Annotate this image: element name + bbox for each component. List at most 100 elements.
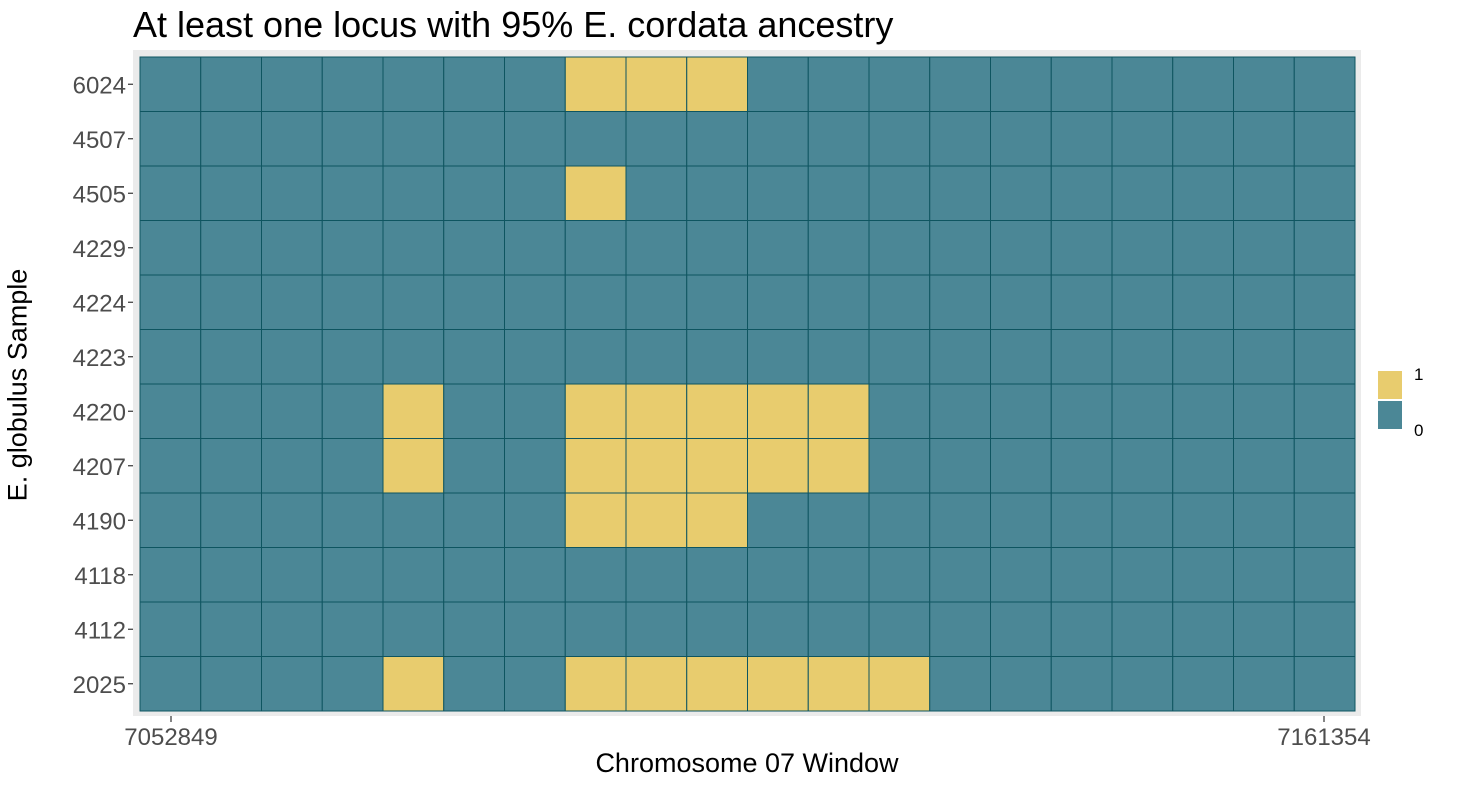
heatmap-cell-4229-6 <box>504 220 566 276</box>
heatmap-cell-2025-2 <box>261 656 323 712</box>
heatmap-cell-4224-8 <box>625 274 688 330</box>
heatmap-cell-2025-11 <box>807 656 870 712</box>
heatmap-cell-6024-11 <box>807 56 870 112</box>
heatmap-cell-4118-14 <box>990 547 1052 603</box>
heatmap-cell-4207-4 <box>382 438 445 494</box>
heatmap-cell-2025-5 <box>443 656 505 712</box>
heatmap-cell-4229-14 <box>990 220 1052 276</box>
heatmap-cell-4220-17 <box>1172 383 1234 439</box>
heatmap-cell-4190-11 <box>807 492 870 548</box>
heatmap-cell-4207-11 <box>807 438 870 494</box>
heatmap-cell-2025-6 <box>504 656 566 712</box>
heatmap-cell-4207-8 <box>625 438 688 494</box>
heatmap-cell-4507-15 <box>1050 111 1113 167</box>
heatmap-cell-4190-10 <box>747 492 809 548</box>
heatmap-cell-4190-19 <box>1293 492 1356 548</box>
heatmap-cell-4505-11 <box>807 165 870 221</box>
heatmap-cell-4118-16 <box>1111 547 1174 603</box>
heatmap-cell-4229-8 <box>625 220 688 276</box>
heatmap-cell-4223-5 <box>443 329 505 385</box>
heatmap-cell-4223-16 <box>1111 329 1174 385</box>
legend-label-0: 0 <box>1414 421 1424 440</box>
heatmap-cell-4207-0 <box>139 438 202 494</box>
heatmap-cell-4207-6 <box>504 438 566 494</box>
heatmap-cell-4220-16 <box>1111 383 1174 439</box>
heatmap-cell-2025-17 <box>1172 656 1234 712</box>
heatmap-cell-4190-0 <box>139 492 202 548</box>
heatmap-cell-4229-15 <box>1050 220 1113 276</box>
heatmap-cell-4223-19 <box>1293 329 1356 385</box>
heatmap-cell-4190-5 <box>443 492 505 548</box>
heatmap-cell-6024-17 <box>1172 56 1234 112</box>
heatmap-cell-4229-5 <box>443 220 505 276</box>
heatmap-cell-6024-7 <box>564 56 627 112</box>
heatmap-cell-4118-12 <box>868 547 931 603</box>
heatmap-cell-4223-6 <box>504 329 566 385</box>
heatmap-cell-4224-4 <box>382 274 445 330</box>
heatmap-cell-4190-6 <box>504 492 566 548</box>
heatmap-cell-4118-0 <box>139 547 202 603</box>
heatmap-cell-4224-12 <box>868 274 931 330</box>
heatmap-cell-4229-4 <box>382 220 445 276</box>
heatmap-cell-4223-4 <box>382 329 445 385</box>
y-tick-label-4112: 4112 <box>74 617 126 644</box>
heatmap-cell-4229-17 <box>1172 220 1234 276</box>
heatmap-cell-4112-6 <box>504 601 566 657</box>
heatmap-cell-4220-19 <box>1293 383 1356 439</box>
heatmap-cell-4220-15 <box>1050 383 1113 439</box>
heatmap-cell-4190-4 <box>382 492 445 548</box>
y-tick-label-4224: 4224 <box>73 290 126 317</box>
heatmap-cell-2025-15 <box>1050 656 1113 712</box>
heatmap-cell-4505-5 <box>443 165 505 221</box>
heatmap-cell-6024-8 <box>625 56 688 112</box>
heatmap-cell-4507-11 <box>807 111 870 167</box>
heatmap-cell-4220-6 <box>504 383 566 439</box>
heatmap-cell-4505-16 <box>1111 165 1174 221</box>
heatmap-cell-6024-14 <box>990 56 1052 112</box>
heatmap-cell-4207-17 <box>1172 438 1234 494</box>
heatmap-cell-4207-15 <box>1050 438 1113 494</box>
heatmap-cell-4224-11 <box>807 274 870 330</box>
heatmap-cell-4505-0 <box>139 165 202 221</box>
x-axis: 7052849 7161354 <box>124 716 1371 751</box>
heatmap-cell-4507-4 <box>382 111 445 167</box>
heatmap-cell-4507-14 <box>990 111 1052 167</box>
heatmap-cell-4112-14 <box>990 601 1052 657</box>
heatmap-cell-6024-6 <box>504 56 566 112</box>
heatmap-cell-4207-7 <box>564 438 627 494</box>
heatmap-cell-4220-11 <box>807 383 870 439</box>
heatmap-cell-4112-13 <box>929 601 991 657</box>
heatmap-cell-4220-7 <box>564 383 627 439</box>
heatmap-cell-2025-0 <box>139 656 202 712</box>
heatmap-cell-4190-17 <box>1172 492 1234 548</box>
heatmap-cell-4505-19 <box>1293 165 1356 221</box>
heatmap-cell-4224-10 <box>747 274 809 330</box>
y-tick-label-4229: 4229 <box>73 236 126 263</box>
heatmap-cell-4190-12 <box>868 492 931 548</box>
y-axis: 6024 4507 4505 4229 4224 4223 4220 4207 4190 4118… <box>73 72 133 699</box>
heatmap-cell-4220-4 <box>382 383 445 439</box>
heatmap-cell-4112-12 <box>868 601 931 657</box>
x-axis-label: Chromosome 07 Window <box>595 748 899 778</box>
heatmap-cell-2025-7 <box>564 656 627 712</box>
heatmap-cell-4229-10 <box>747 220 809 276</box>
heatmap-cell-4112-7 <box>564 601 627 657</box>
heatmap-cell-4507-1 <box>200 111 262 167</box>
heatmap-cell-4229-2 <box>261 220 323 276</box>
heatmap-cell-4507-17 <box>1172 111 1234 167</box>
y-tick-label-4505: 4505 <box>73 181 126 208</box>
heatmap-cell-4507-16 <box>1111 111 1174 167</box>
heatmap-cell-4505-4 <box>382 165 445 221</box>
heatmap-cell-4118-4 <box>382 547 445 603</box>
heatmap-cell-2025-16 <box>1111 656 1174 712</box>
heatmap-cell-2025-10 <box>747 656 809 712</box>
heatmap-cell-4112-10 <box>747 601 809 657</box>
heatmap-cell-2025-13 <box>929 656 991 712</box>
heatmap-cell-4505-15 <box>1050 165 1113 221</box>
y-tick-label-2025: 2025 <box>73 672 126 699</box>
heatmap-cell-4223-7 <box>564 329 627 385</box>
heatmap-cell-4229-12 <box>868 220 931 276</box>
heatmap-cell-4112-17 <box>1172 601 1234 657</box>
heatmap-cell-4507-3 <box>321 111 384 167</box>
heatmap-cell-4507-13 <box>929 111 991 167</box>
